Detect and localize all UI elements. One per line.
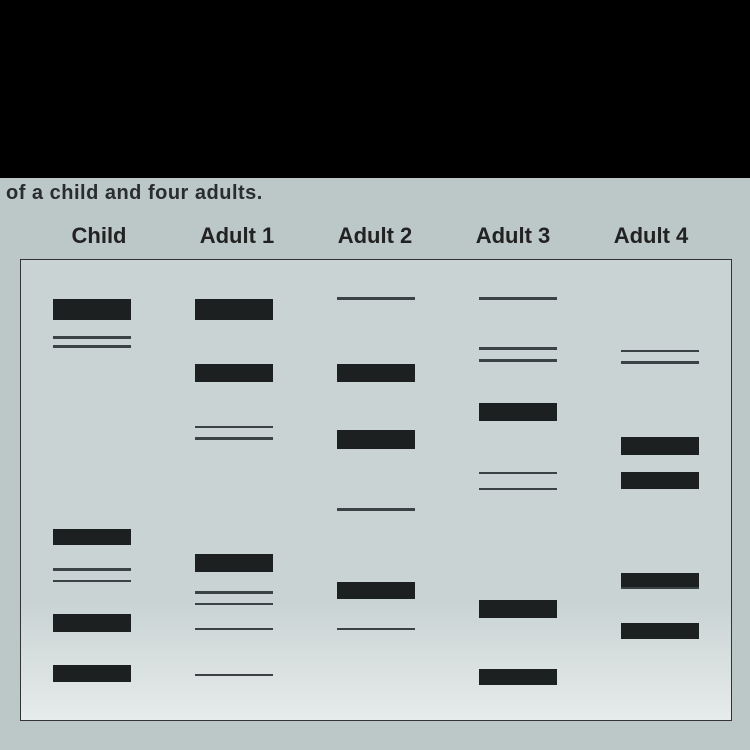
band-adult3-2	[479, 359, 557, 362]
header-adult4: Adult 4	[582, 223, 720, 249]
band-adult1-2	[195, 426, 273, 429]
band-adult4-1	[621, 361, 699, 364]
lane-adult1	[195, 260, 273, 720]
gel-electrophoresis-box	[20, 259, 732, 721]
band-adult2-3	[337, 508, 415, 510]
band-adult1-3	[195, 437, 273, 440]
lane-adult2	[337, 260, 415, 720]
cropped-caption-fragment: of a child and four adults.	[0, 178, 750, 223]
band-adult3-1	[479, 347, 557, 350]
band-adult1-0	[195, 299, 273, 320]
band-adult1-7	[195, 628, 273, 630]
band-adult3-0	[479, 297, 557, 300]
band-adult4-0	[621, 350, 699, 353]
band-child-7	[53, 665, 131, 682]
band-child-6	[53, 614, 131, 631]
band-adult1-5	[195, 591, 273, 594]
top-black-region	[0, 0, 750, 178]
band-adult4-2	[621, 437, 699, 454]
band-adult4-5	[621, 587, 699, 590]
band-adult4-3	[621, 472, 699, 489]
header-adult2: Adult 2	[306, 223, 444, 249]
band-adult2-5	[337, 628, 415, 630]
column-headers: Child Adult 1 Adult 2 Adult 3 Adult 4	[0, 223, 750, 259]
band-child-4	[53, 568, 131, 571]
band-adult1-1	[195, 364, 273, 382]
band-child-3	[53, 529, 131, 545]
lane-adult3	[479, 260, 557, 720]
band-child-5	[53, 580, 131, 583]
band-adult1-6	[195, 603, 273, 606]
band-adult2-4	[337, 582, 415, 599]
header-adult3: Adult 3	[444, 223, 582, 249]
header-child: Child	[30, 223, 168, 249]
band-adult3-7	[479, 669, 557, 685]
band-adult1-8	[195, 674, 273, 676]
lane-child	[53, 260, 131, 720]
band-adult3-6	[479, 600, 557, 617]
band-child-0	[53, 299, 131, 320]
band-adult4-6	[621, 623, 699, 639]
band-adult2-1	[337, 364, 415, 382]
band-child-2	[53, 345, 131, 348]
band-adult2-2	[337, 430, 415, 448]
header-adult1: Adult 1	[168, 223, 306, 249]
band-adult3-5	[479, 488, 557, 490]
band-adult1-4	[195, 554, 273, 571]
band-child-1	[53, 336, 131, 339]
lane-adult4	[621, 260, 699, 720]
band-adult2-0	[337, 297, 415, 300]
content-area: of a child and four adults. Child Adult …	[0, 178, 750, 750]
band-adult3-4	[479, 472, 557, 474]
band-adult3-3	[479, 403, 557, 421]
